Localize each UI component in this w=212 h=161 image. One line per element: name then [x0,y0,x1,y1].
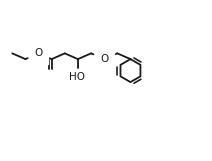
Text: O: O [34,48,43,58]
Text: O: O [100,54,108,64]
Text: HO: HO [69,72,85,82]
